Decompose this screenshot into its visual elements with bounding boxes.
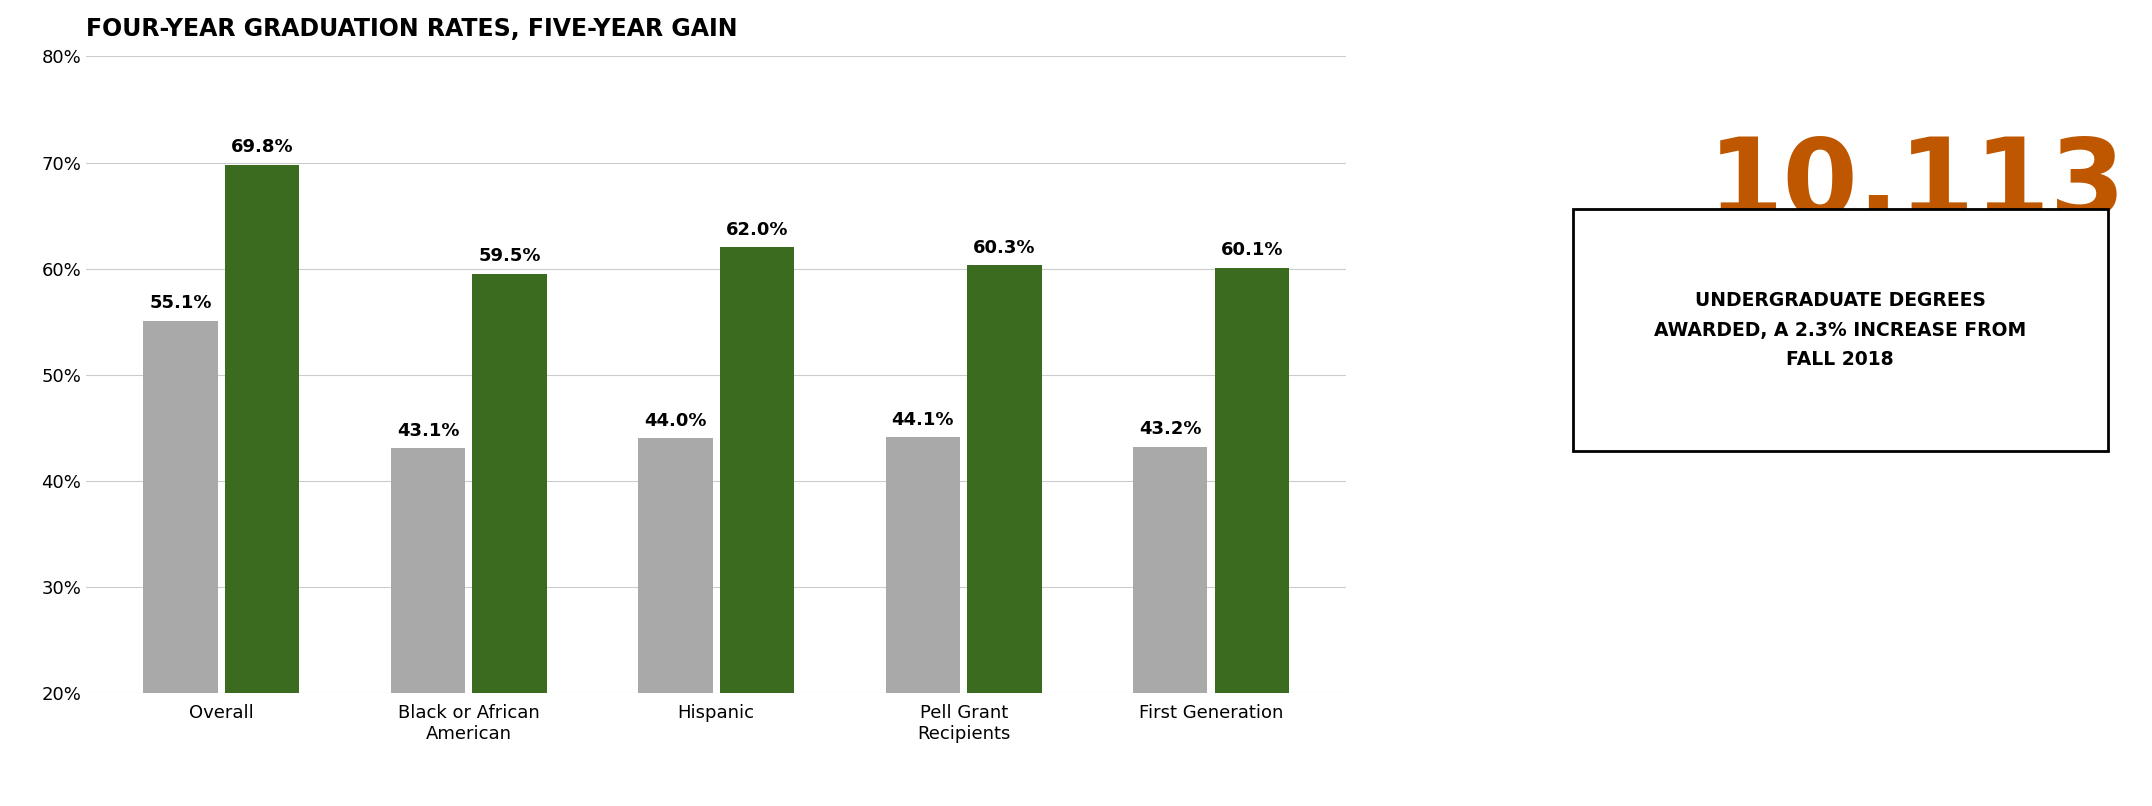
Text: 60.3%: 60.3% [973, 239, 1035, 257]
Text: 55.1%: 55.1% [148, 294, 211, 312]
Bar [887, 438, 960, 693]
Text: FOUR-YEAR GRADUATION RATES, FIVE-YEAR GAIN: FOUR-YEAR GRADUATION RATES, FIVE-YEAR GA… [86, 17, 738, 40]
Bar [392, 448, 465, 693]
Text: 43.1%: 43.1% [396, 422, 458, 439]
Bar [968, 265, 1042, 693]
Text: 43.2%: 43.2% [1138, 421, 1201, 438]
Text: UNDERGRADUATE DEGREES
AWARDED, A 2.3% INCREASE FROM
FALL 2018: UNDERGRADUATE DEGREES AWARDED, A 2.3% IN… [1655, 291, 2027, 369]
Bar [1134, 447, 1207, 693]
Text: 44.1%: 44.1% [891, 411, 953, 429]
Bar [226, 164, 299, 693]
Text: 59.5%: 59.5% [478, 247, 540, 265]
Bar [1216, 268, 1289, 693]
Text: 44.0%: 44.0% [643, 412, 706, 430]
Text: 62.0%: 62.0% [725, 221, 788, 239]
Text: 69.8%: 69.8% [230, 138, 293, 156]
Bar [144, 321, 217, 693]
Text: 10,113: 10,113 [1707, 133, 2126, 239]
Bar [721, 247, 794, 693]
FancyBboxPatch shape [1573, 210, 2107, 451]
Text: 60.1%: 60.1% [1220, 241, 1283, 259]
Bar [473, 274, 547, 693]
Bar [639, 438, 712, 693]
